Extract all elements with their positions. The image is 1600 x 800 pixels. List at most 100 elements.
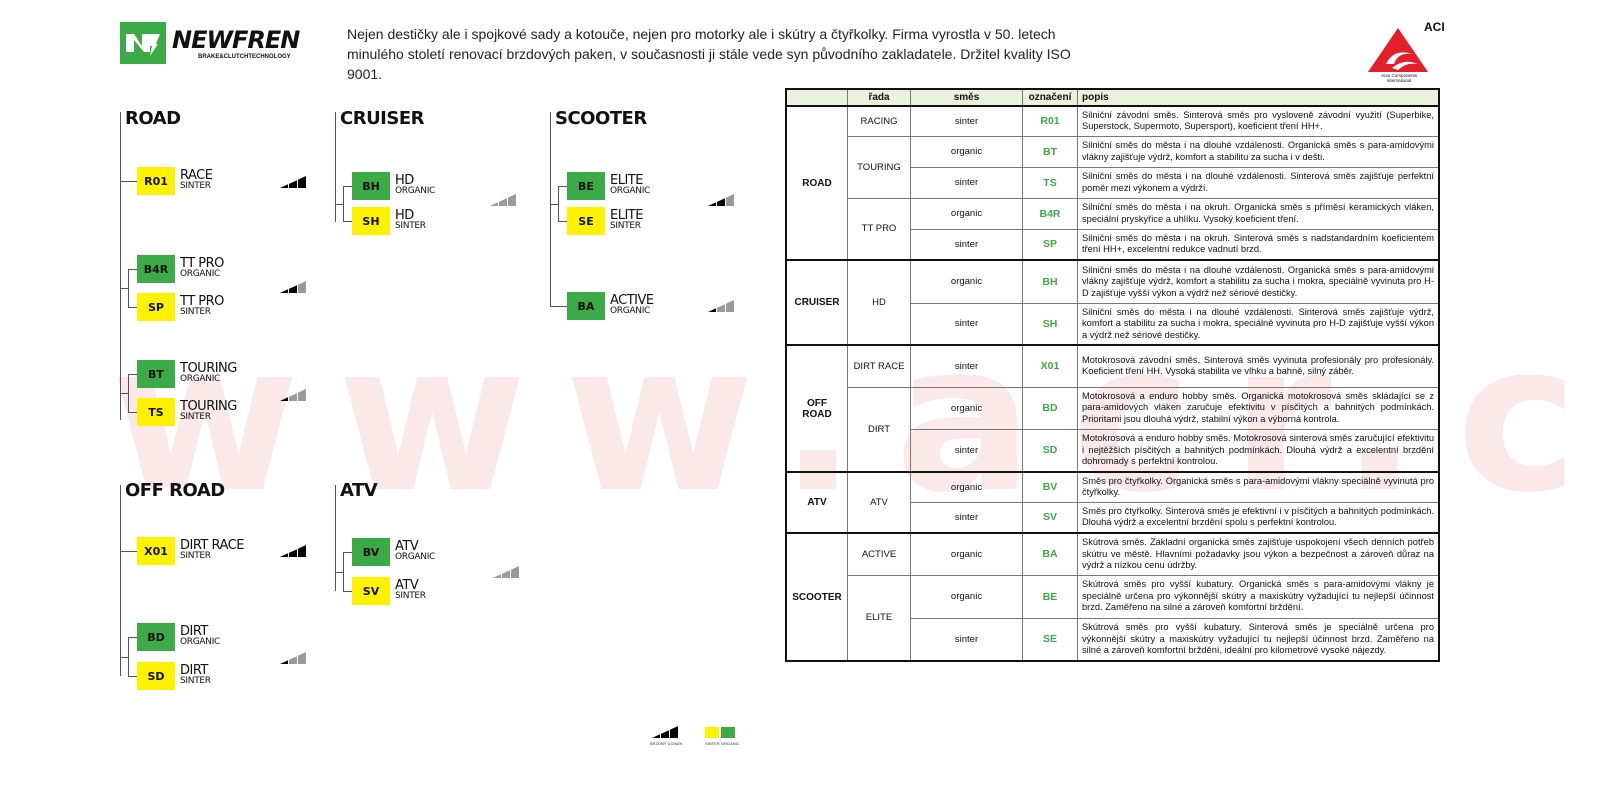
product-name: TOURING [180,399,237,414]
tree-trunk-line [335,112,336,222]
description-cell: Silniční závodní směs. Sinterová směs pr… [1077,105,1440,137]
category-cell: ROAD [785,105,848,261]
category-cell: ATV [785,471,848,534]
braking-effect-bar [280,397,288,401]
description-cell: Silniční směs do města i na dlouhé vzdál… [1077,259,1440,304]
branch-line [120,657,128,658]
header-category [785,88,848,107]
braking-effect-bar [298,545,306,557]
legend: BRZDNÝ ÚČINEK SINTER ORGANIC [650,726,740,748]
branch-line [343,552,344,591]
braking-effect-bar [280,184,288,188]
branch-line [343,552,352,553]
product-compound: SINTER [180,412,211,422]
braking-effect-bar [511,566,519,578]
mix-cell: sinter [910,428,1023,473]
code-cell: BV [1022,471,1078,503]
product-code-badge: BA [567,292,605,320]
branch-line [128,412,137,413]
tree-title: ATV [340,480,378,501]
series-cell: ACTIVE [847,532,911,576]
product-code-badge: BV [352,538,390,566]
series-cell: ATV [847,471,911,534]
branch-line [128,374,129,412]
braking-effect-icon [280,281,306,293]
product-code-badge: BH [352,172,390,200]
product-compound: ORGANIC [610,186,651,196]
braking-effect-bar [708,308,716,312]
branch-line [128,637,129,676]
code-cell: BD [1022,386,1078,430]
aci-logo: ACI Auto Components International [1368,20,1448,83]
product-compound: ORGANIC [610,306,651,316]
mix-cell: organic [910,135,1023,168]
product-name: ELITE [610,173,643,188]
table-row: OFF ROAD DIRT RACE sinter X01 Motokrosová zá… [785,344,1440,473]
aci-subtitle: Auto Components International [1380,73,1418,83]
branch-line [343,186,344,221]
braking-effect-bar [289,549,297,557]
description-cell: Směs pro čtyřkolky. Sinterová směs je ef… [1077,501,1440,534]
mix-cell: organic [910,532,1023,576]
table-row: TT PRO organic B4R Silniční směs do města i… [786,197,1440,261]
tree-title: OFF ROAD [125,480,225,501]
product-compound: SINTER [180,307,211,317]
tree-trunk-line [335,485,336,591]
mix-cell: organic [910,197,1023,230]
table-row: DIRT organic BD Motokrosová a enduro hobby … [786,386,1440,473]
code-cell: BH [1022,259,1078,304]
brand-tagline: BRAKE&CLUTCHTECHNOLOGY [198,54,291,60]
newfren-logo-icon [120,22,166,64]
product-name: ATV [395,539,419,554]
branch-line [128,269,129,307]
product-code-badge: SP [137,293,175,321]
series-cell: RACING [847,105,911,137]
branch-line [128,269,137,270]
product-name: DIRT [180,663,208,678]
product-label: ATV ORGANIC [395,540,435,562]
legend-braking-label: BRZDNÝ ÚČINEK [650,741,683,746]
description-cell: Skútrová směs pro vyšší kubatury. Organi… [1077,574,1440,619]
series-cell: TOURING [847,135,911,199]
product-label: TOURING ORGANIC [180,362,237,384]
table-row: ELITE organic BE Skútrová směs pro vyšší ku… [786,574,1440,662]
product-compound: ORGANIC [180,374,221,384]
legend-organic-label: ORGANIC [721,741,740,746]
tree-title: ROAD [125,108,181,129]
code-cell: SH [1022,302,1078,346]
header-code: označení [1022,88,1078,107]
product-compound: SINTER [180,181,211,191]
braking-effect-bar [493,574,501,578]
table-row: ATV ATV organic BV Směs pro čtyřkolky. Organ… [785,471,1440,534]
product-label: DIRT ORGANIC [180,625,220,647]
braking-effect-bar [490,202,498,206]
branch-line [550,204,558,205]
tree-title: CRUISER [340,108,425,129]
description-cell: Motokrosová a enduro hobby směs. Motokro… [1077,428,1440,473]
code-cell: SP [1022,228,1078,261]
header-description: popis [1077,88,1440,107]
product-code-badge: SE [567,207,605,235]
braking-effect-icon [708,194,734,206]
braking-effect-icon [280,176,306,188]
braking-effect-bar [298,389,306,401]
product-name: ATV [395,578,419,593]
braking-effect-icon [280,652,306,664]
code-cell: BA [1022,532,1078,576]
product-compound: SINTER [610,221,641,231]
braking-effect-bar [499,198,507,206]
branch-line [550,306,567,307]
product-name: DIRT [180,624,208,639]
branch-line [558,186,559,221]
description-cell: Silniční směs do města i na dlouhé vzdál… [1077,135,1440,168]
mix-cell: sinter [910,501,1023,534]
product-label: HD ORGANIC [395,174,435,196]
braking-effect-icon [280,545,306,557]
product-label: DIRT RACE SINTER [180,539,244,561]
product-code-badge: BD [137,623,175,651]
braking-effect-bar [298,176,306,188]
braking-effect-bar [289,656,297,664]
branch-line [558,186,567,187]
braking-effect-bar [726,194,734,206]
product-label: HD SINTER [395,209,426,231]
